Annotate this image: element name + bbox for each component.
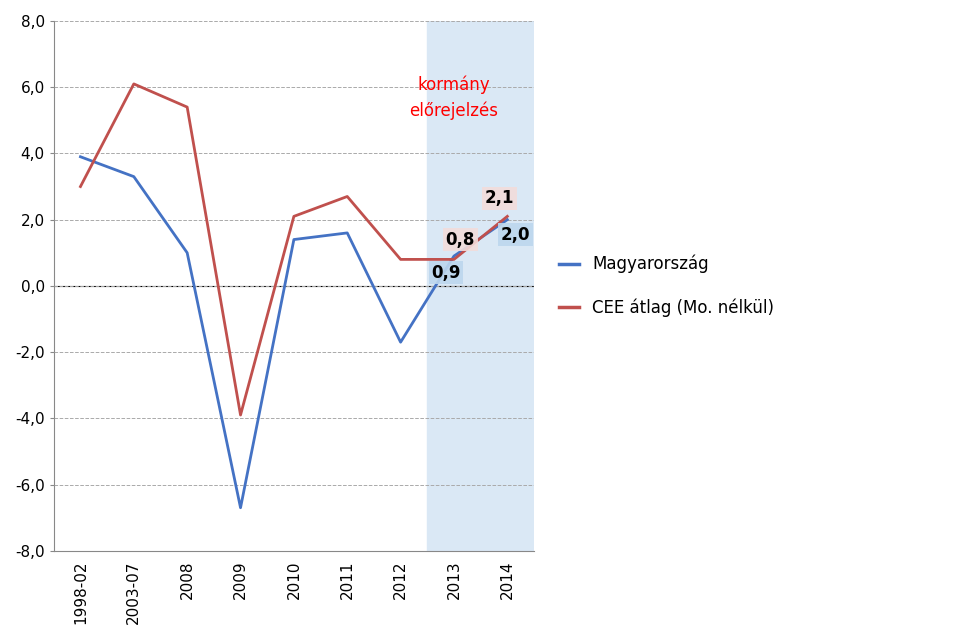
Text: 2,1: 2,1 <box>485 189 514 207</box>
Text: 0,8: 0,8 <box>446 231 475 249</box>
Text: előrejelzés: előrejelzés <box>409 102 498 120</box>
Legend: Magyarország, CEE átlag (Mo. nélkül): Magyarország, CEE átlag (Mo. nélkül) <box>552 248 781 323</box>
Text: 0,9: 0,9 <box>431 264 461 282</box>
Text: kormány: kormány <box>417 75 490 94</box>
Bar <box>427 21 534 551</box>
Text: 2,0: 2,0 <box>500 226 531 243</box>
